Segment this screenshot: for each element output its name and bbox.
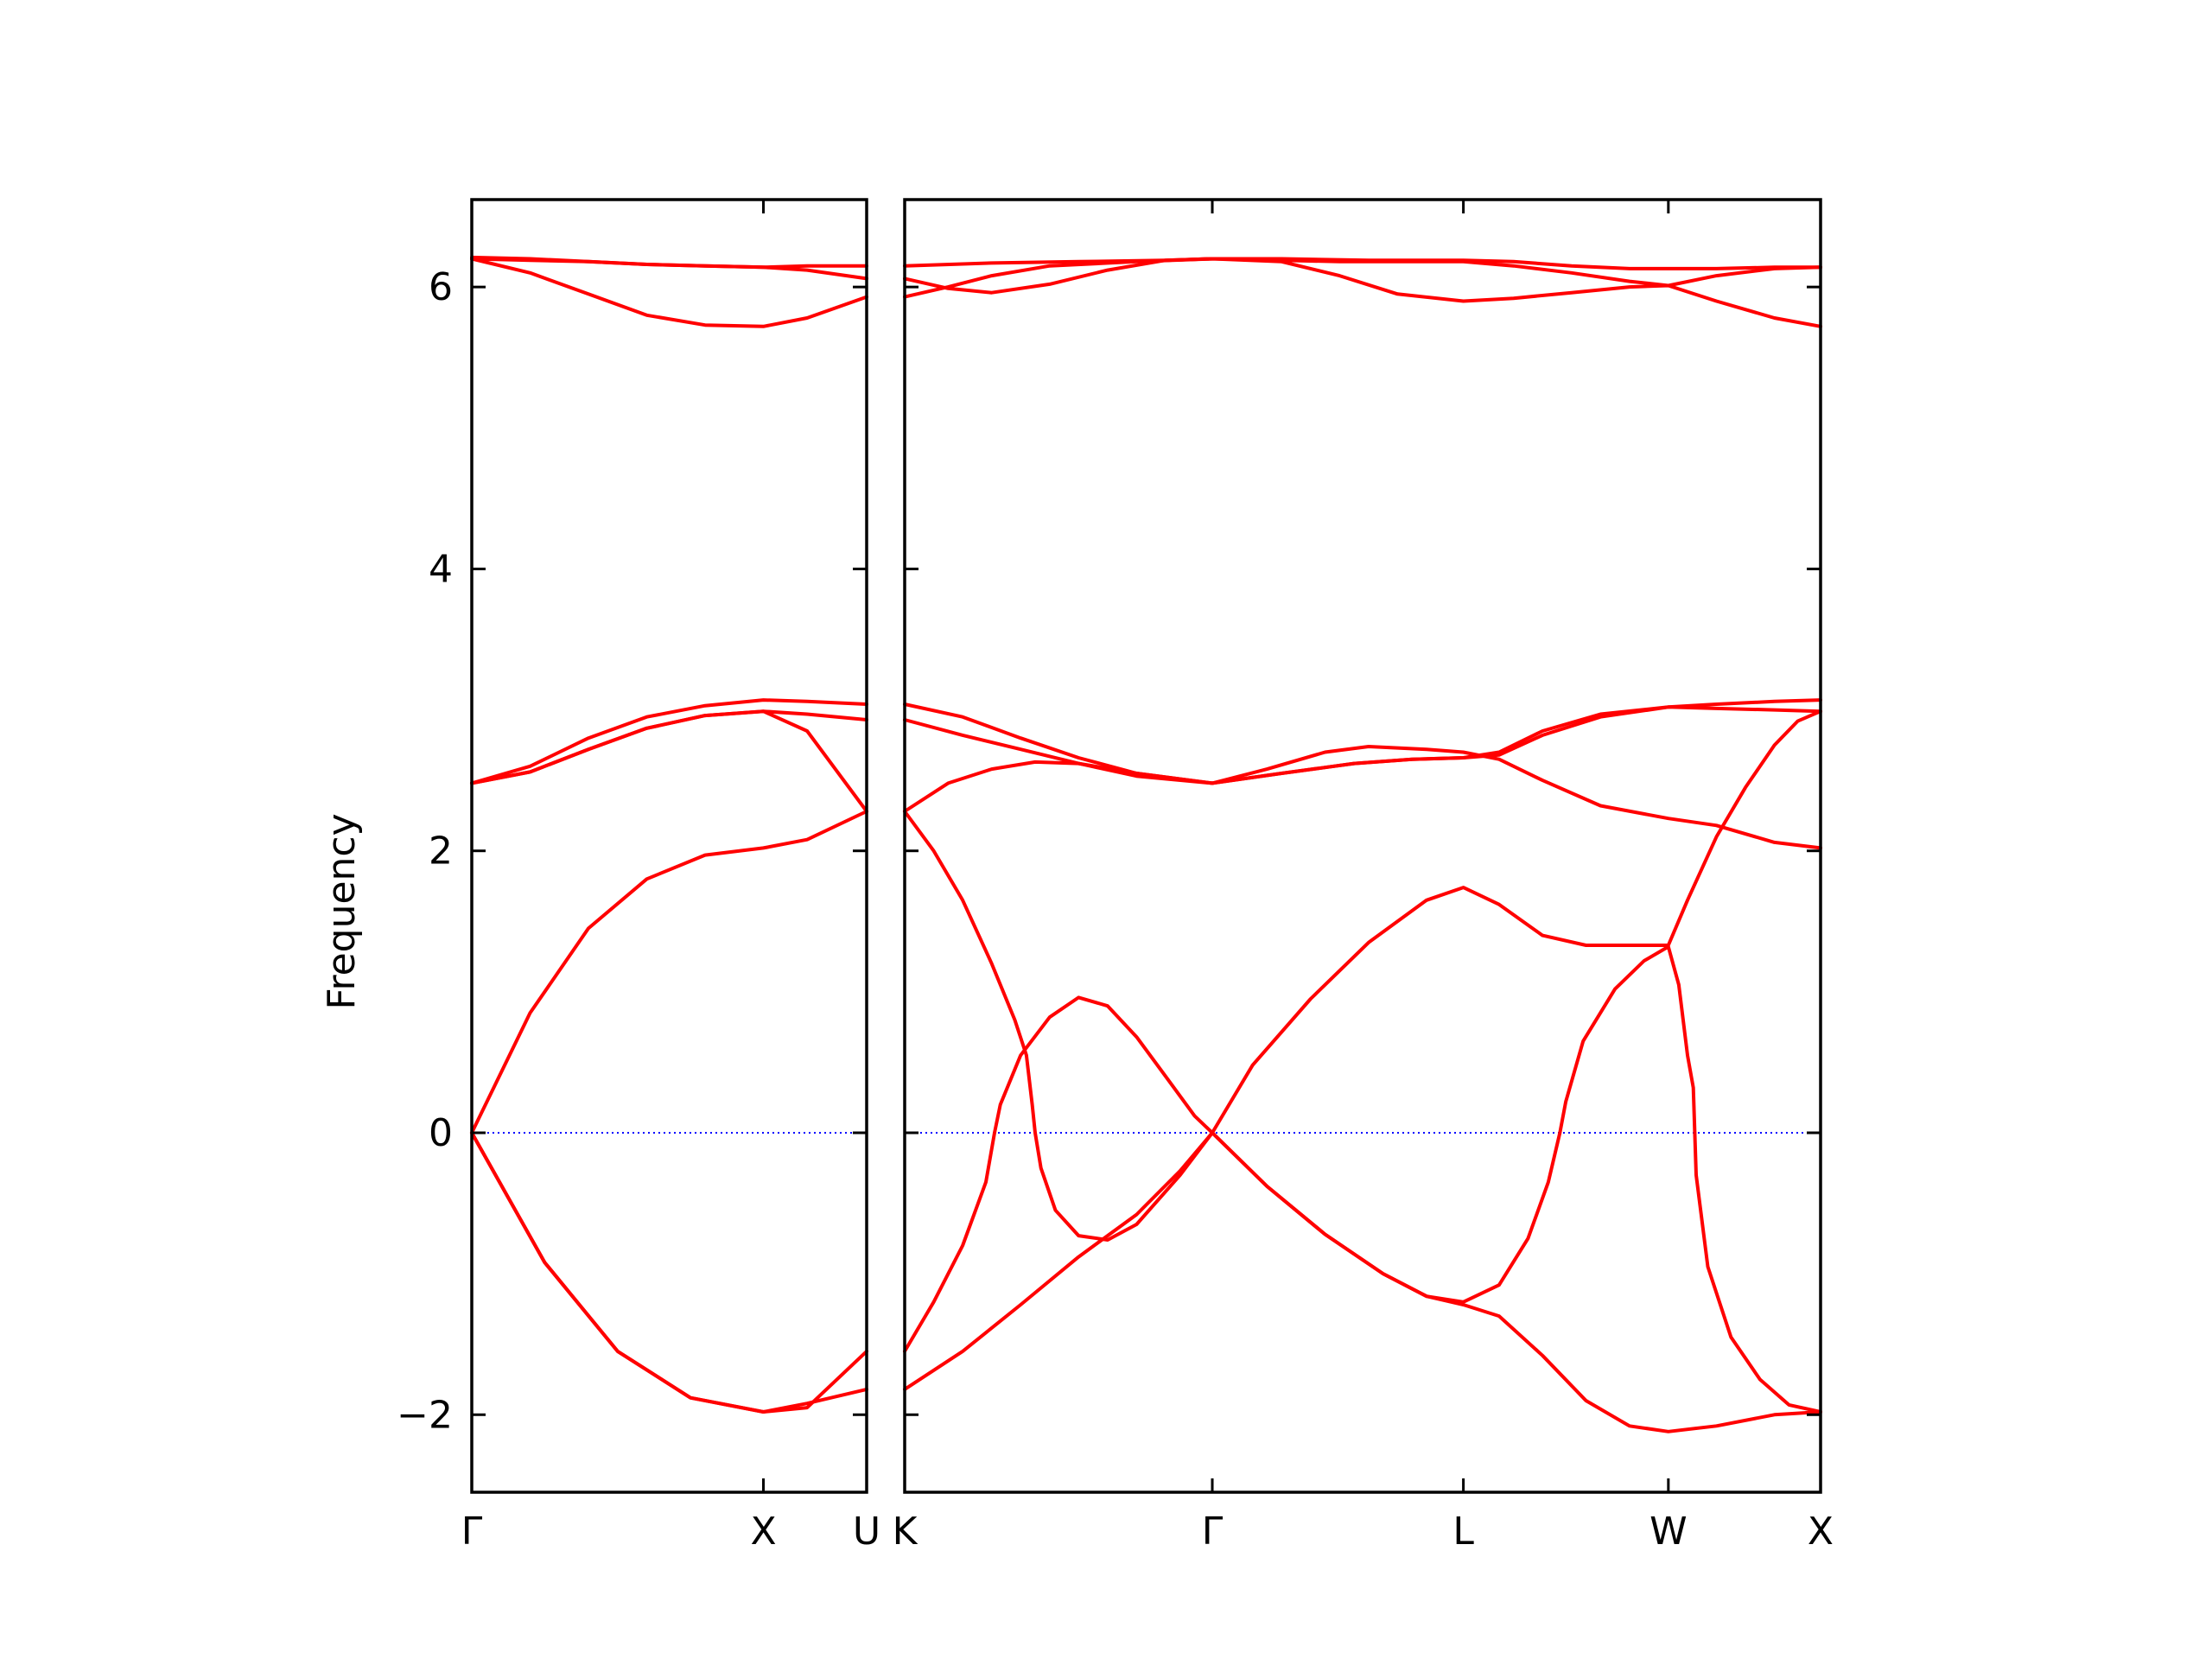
y-tick-label: 4 bbox=[429, 547, 453, 591]
x-tick-label-X: X bbox=[1808, 1510, 1834, 1554]
y-tick-label: 6 bbox=[429, 265, 453, 309]
phonon-band-3 bbox=[903, 709, 1822, 1242]
y-tick-label: 2 bbox=[429, 830, 453, 874]
x-tick-label-Γ: Γ bbox=[461, 1510, 483, 1554]
phonon-band-9 bbox=[903, 257, 1822, 270]
plot-panels: −2 0 2 4 6 Γ X U K Γ L W X bbox=[397, 198, 1834, 1554]
phonon-band-7 bbox=[903, 257, 1822, 328]
phonon-band-4 bbox=[470, 709, 868, 813]
x-tick-label-X: X bbox=[750, 1510, 776, 1554]
x-tick-label-K: K bbox=[893, 1510, 918, 1554]
phonon-band-5 bbox=[903, 705, 1822, 785]
y-axis-label: Frequency bbox=[320, 813, 364, 1009]
phonon-band-2 bbox=[470, 1131, 868, 1414]
phonon-band-9 bbox=[470, 255, 868, 270]
phonon-band-3 bbox=[470, 810, 868, 1135]
phonon-band-6 bbox=[470, 698, 868, 785]
phonon-band-7 bbox=[470, 257, 868, 328]
phonon-band-6 bbox=[903, 702, 1822, 850]
x-tick-label-Γ: Γ bbox=[1202, 1510, 1224, 1554]
phonon-band-1 bbox=[903, 1131, 1822, 1433]
y-tick-label: 0 bbox=[429, 1111, 453, 1155]
y-tick-label: −2 bbox=[397, 1393, 453, 1437]
panel-frame bbox=[470, 198, 868, 1494]
panel-frame bbox=[903, 198, 1822, 1494]
phonon-band-2 bbox=[903, 944, 1822, 1414]
x-tick-label-W: W bbox=[1649, 1510, 1688, 1554]
x-tick-label-L: L bbox=[1452, 1510, 1474, 1554]
phonon-band-8 bbox=[470, 257, 868, 281]
phonon-band-5 bbox=[470, 709, 868, 785]
x-tick-label-U: U bbox=[853, 1510, 880, 1554]
phonon-band-1 bbox=[470, 1131, 868, 1414]
